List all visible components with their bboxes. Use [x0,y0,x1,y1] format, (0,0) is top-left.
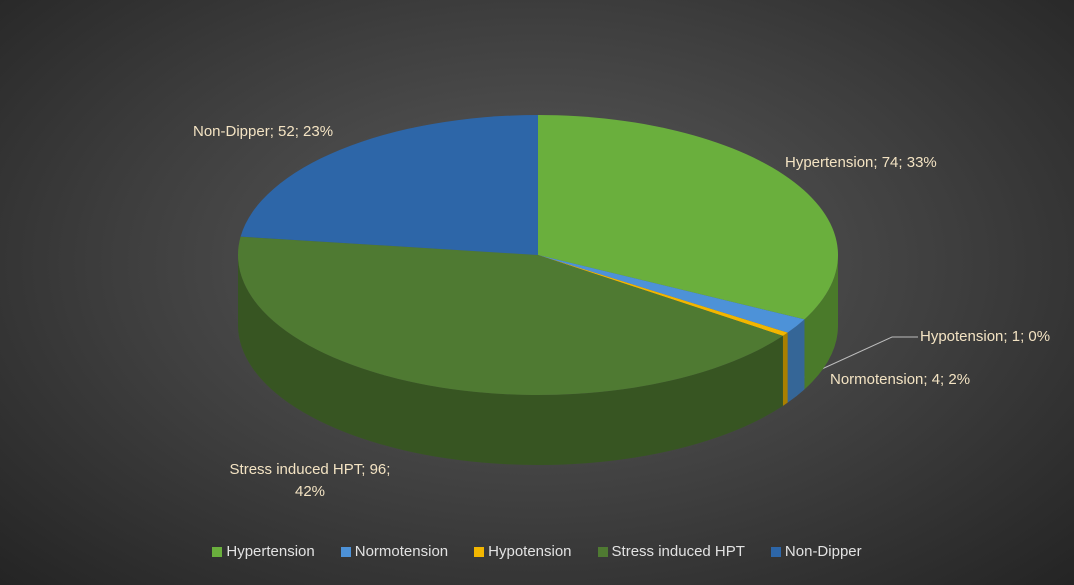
slice-side [804,255,838,390]
slice-side [787,319,805,403]
slice-side-shade [787,319,805,403]
slice-side-shade [238,255,783,465]
slice-side-shade [804,255,838,390]
slice [238,236,783,395]
legend-item: Normotension [340,543,449,560]
legend-item: Non-Dipper [770,543,862,560]
legend-swatch [597,546,608,557]
slice-side [782,332,788,406]
legend: Hypertension Normotension Hypotension Stres… [0,543,1074,560]
legend-swatch [770,546,781,557]
legend-label: Hypertension [226,543,315,560]
slice [538,115,838,320]
legend-label: Normotension [354,543,449,560]
legend-swatch [474,546,485,557]
data-label: Normotension; 4; 2% [830,371,971,388]
data-label: Hypertension; 74; 33% [785,154,937,171]
slice [240,115,538,255]
legend-item: Hypertension [212,543,315,560]
chart [238,115,918,465]
data-label: Hypotension; 1; 0% [920,328,1051,345]
data-label: Stress induced HPT; 96; 42% [229,461,391,500]
leader-line [799,336,918,380]
slice-side [238,255,783,465]
legend-item: Hypotension [474,543,572,560]
slice [538,255,805,333]
legend-label: Stress induced HPT [611,543,745,560]
slice-side-shade [782,332,788,406]
data-label: Non-Dipper; 52; 23% [193,123,334,140]
legend-swatch [340,546,351,557]
legend-item: Stress induced HPT [597,543,745,560]
slice [538,255,788,336]
legend-label: Hypotension [488,543,572,560]
legend-label: Non-Dipper [784,543,862,560]
legend-swatch [212,546,223,557]
